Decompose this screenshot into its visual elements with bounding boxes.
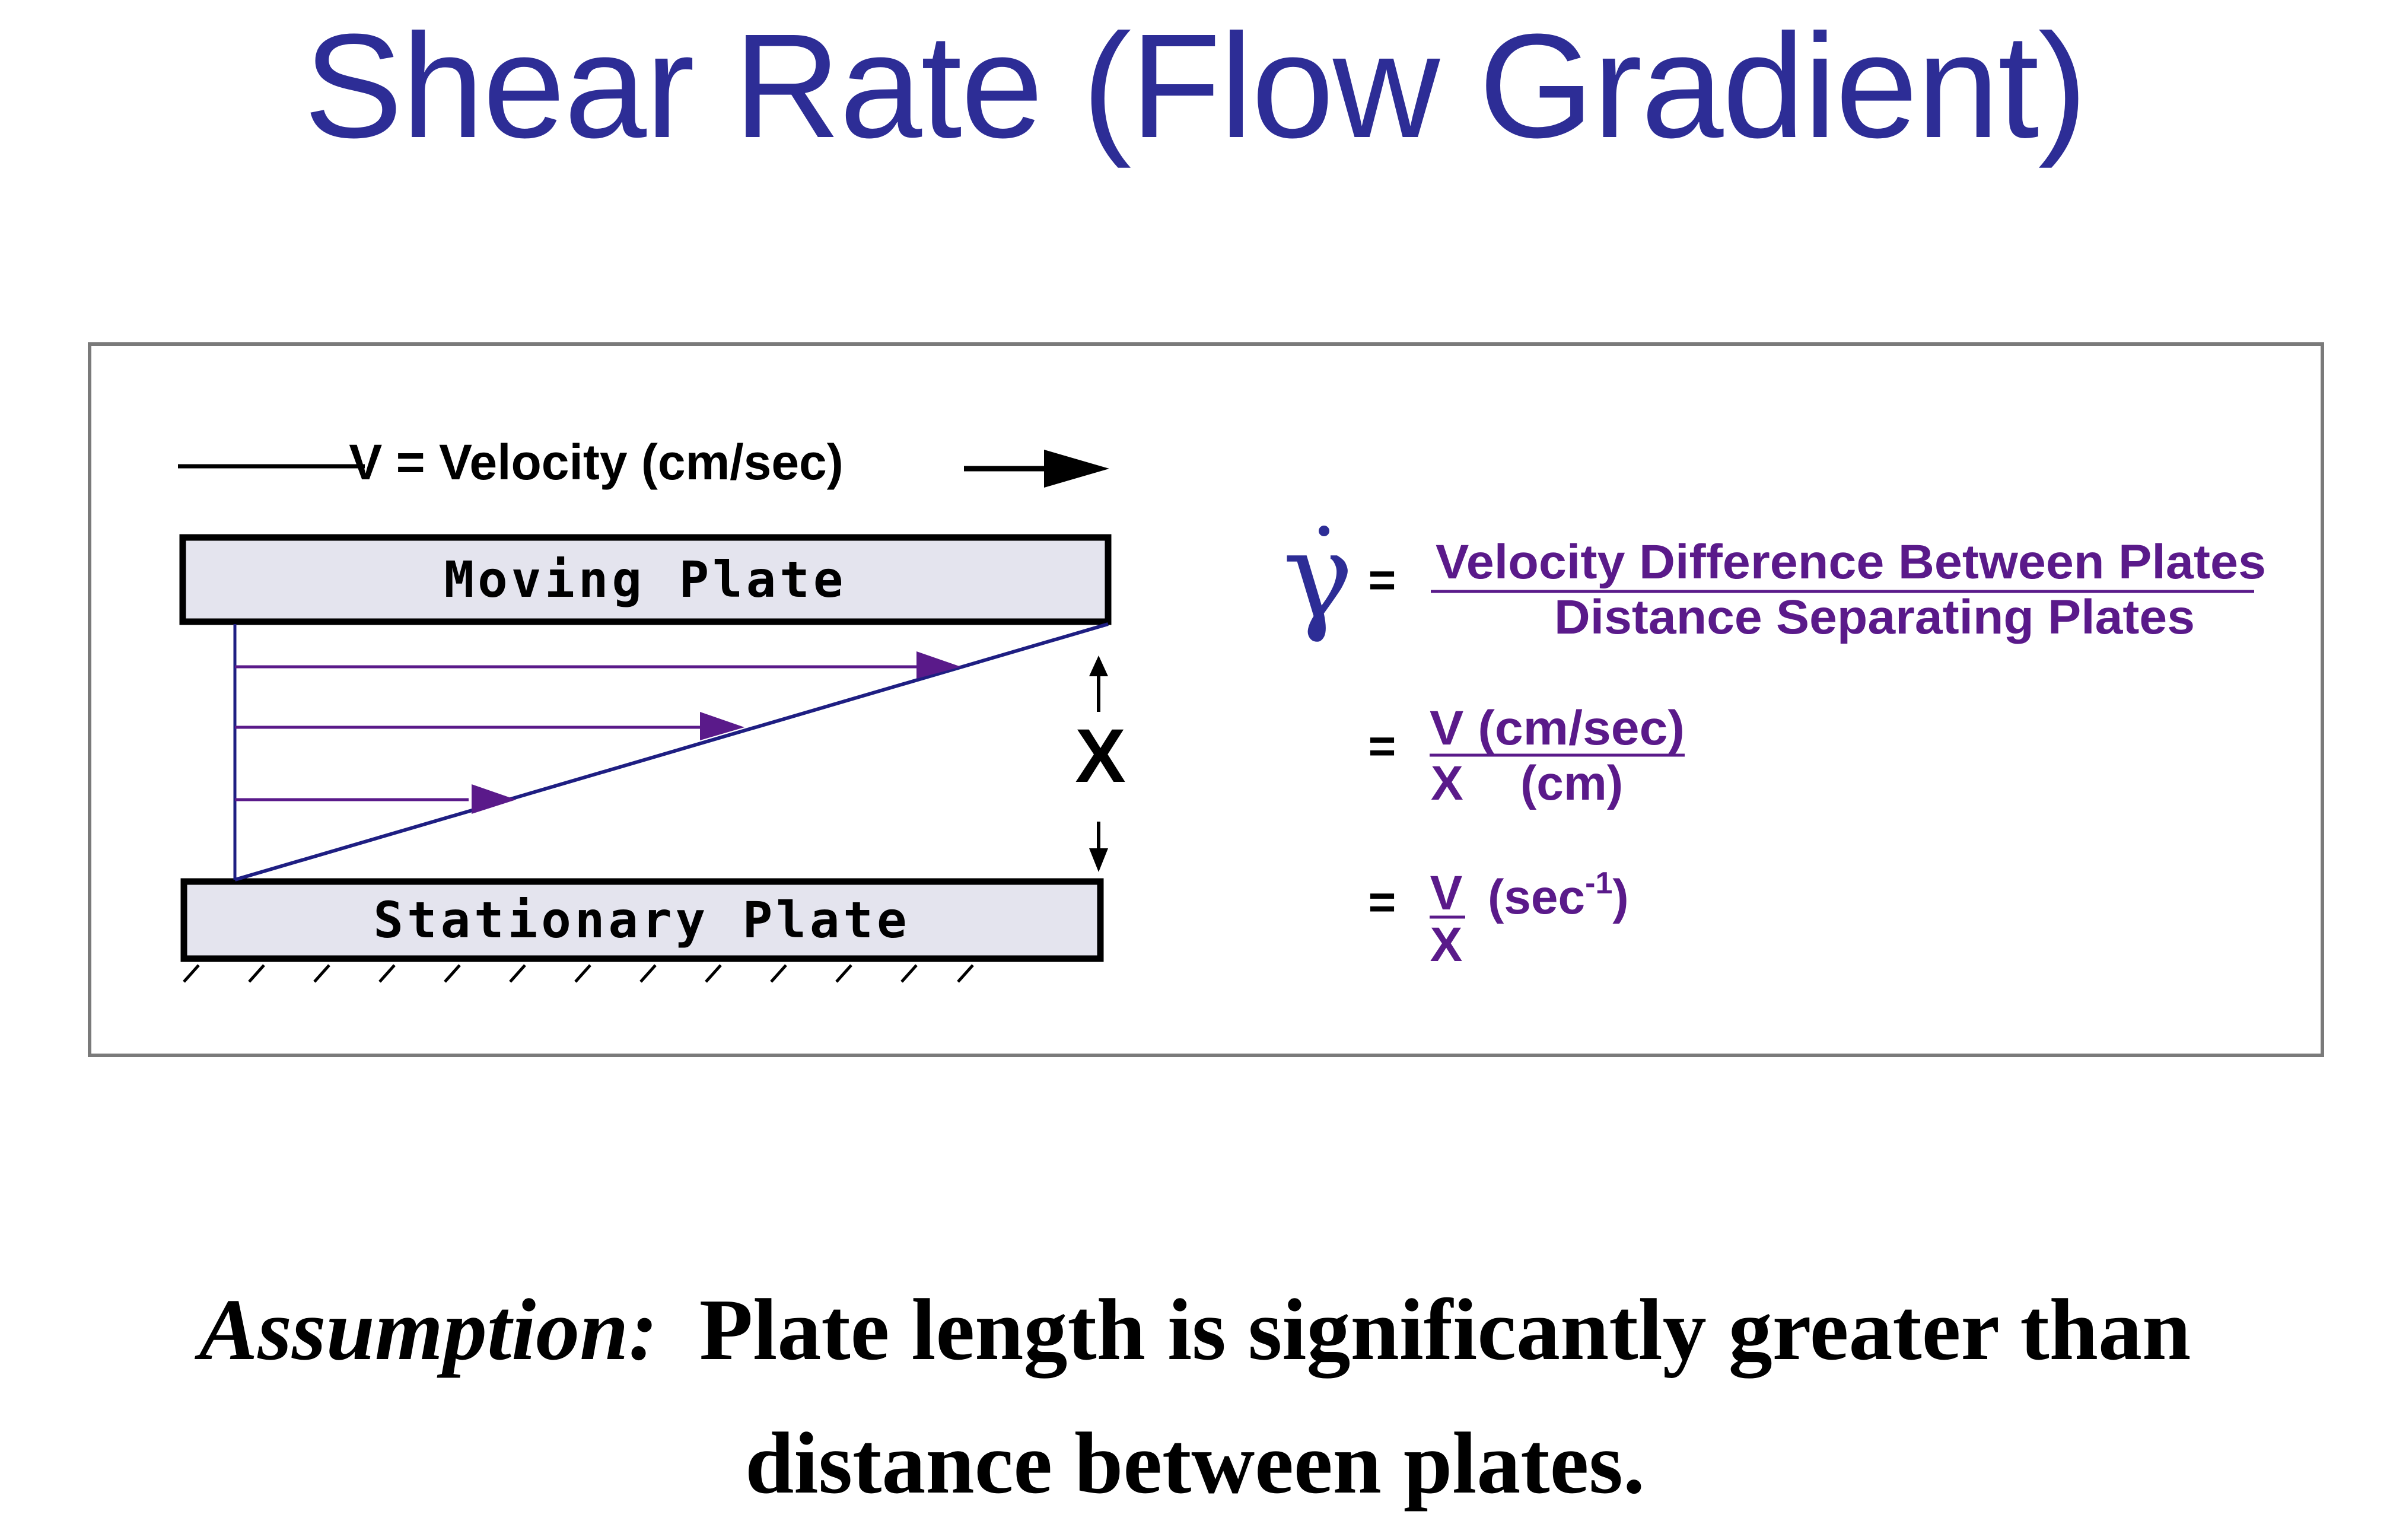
assumption-line-1: Plate length is significantly greater th… (699, 1281, 2191, 1379)
formula-2-numerator: V (cm/sec) (1430, 701, 1685, 755)
formula-2-denominator-var: X (1431, 756, 1463, 810)
assumption-label: Assumption: (199, 1281, 658, 1379)
gamma-symbol: γ (1282, 507, 1354, 645)
velocity-arrow-head (1044, 450, 1109, 488)
velocity-arrow-3 (235, 784, 516, 814)
formula-3-unit-suffix: ) (1612, 870, 1628, 924)
ground-hatch (183, 964, 974, 983)
slide-title: Shear Rate (Flow Gradient) (304, 3, 2087, 168)
formula-3-unit: (sec-1) (1488, 866, 1629, 924)
formula-2-denominator-unit: (cm) (1520, 756, 1623, 810)
formula-2-equals: = (1369, 720, 1396, 772)
moving-plate (179, 534, 1112, 625)
assumption-line-2: distance between plates. (745, 1415, 1645, 1512)
velocity-label: V = Velocity (cm/sec) (349, 434, 843, 490)
gap-dimension-down-arrow (1089, 822, 1108, 872)
formula-3-equals: = (1369, 876, 1396, 928)
stationary-plate (180, 878, 1104, 962)
gamma-dot (1319, 526, 1329, 536)
formula-1-denominator: Distance Separating Plates (1554, 590, 2195, 644)
velocity-gradient-line (234, 622, 1109, 882)
formula-3-unit-prefix: (sec (1488, 870, 1585, 924)
formula-3-denominator: X (1430, 918, 1463, 972)
velocity-arrow-2 (235, 712, 744, 740)
formula-1-equals: = (1369, 553, 1396, 606)
stationary-plate-label: Stationary Plate (373, 891, 910, 949)
assumption-statement: Assumption: Plate length is significantly… (0, 1264, 2390, 1531)
formula-3-numerator: V (1430, 866, 1463, 920)
gap-dimension-up-arrow (1089, 656, 1108, 712)
moving-plate-label: Moving Plate (444, 551, 847, 609)
gap-label: X (1075, 714, 1125, 798)
formula-3-unit-exponent: -1 (1585, 866, 1612, 901)
formula-1-numerator: Velocity Difference Between Plates (1436, 535, 2266, 589)
velocity-arrow-1 (235, 651, 961, 679)
